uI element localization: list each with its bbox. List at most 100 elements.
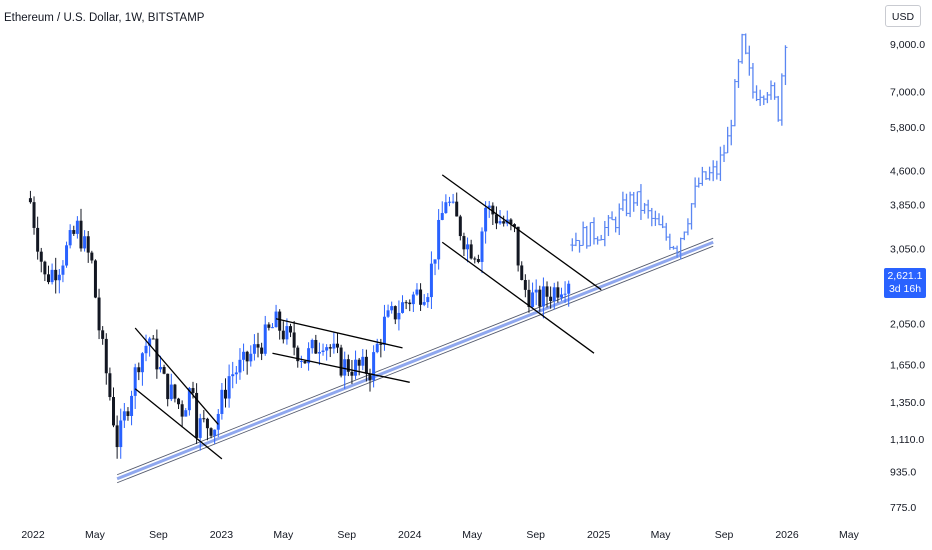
candle-body	[314, 339, 318, 354]
candle-body	[126, 411, 130, 416]
candle-body	[567, 283, 571, 294]
chart-title: Ethereum / U.S. Dollar, 1W, BITSTAMP	[4, 12, 205, 24]
candle-body	[393, 306, 397, 320]
channel-2024-top	[441, 174, 602, 291]
x-tick-label: 2024	[398, 529, 422, 541]
y-tick-label: 1,650.0	[890, 359, 925, 371]
candle-body	[162, 366, 166, 374]
candle-body	[90, 252, 94, 261]
support-channel-line	[116, 237, 714, 476]
candle-body	[415, 289, 419, 295]
x-axis: 2022 May Sep 2023 May Sep 2024 May Sep 2025 May Sep…	[21, 529, 859, 541]
flag-2023-bottom	[272, 352, 410, 383]
candle-body	[187, 388, 191, 411]
candle-body	[270, 327, 274, 329]
currency-button[interactable]: USD	[885, 5, 921, 27]
falling-wedge-2022-top	[134, 327, 219, 425]
candle-body	[440, 213, 444, 220]
candle-body	[227, 376, 231, 399]
candle-body	[541, 286, 545, 307]
candle-body	[260, 347, 264, 354]
bar-countdown: 3d 16h	[888, 282, 922, 295]
candle-body	[357, 359, 361, 366]
candle-body	[202, 418, 206, 420]
candle-body	[140, 353, 144, 373]
x-tick-label: Sep	[337, 529, 356, 541]
candle-body	[494, 214, 498, 224]
candle-body	[130, 395, 134, 416]
candle-body	[335, 343, 339, 348]
candle-body	[527, 289, 531, 307]
candle-body	[177, 398, 181, 405]
candle-body	[263, 324, 267, 354]
candle-body	[104, 338, 108, 374]
candle-body	[491, 205, 495, 215]
candle-body	[299, 360, 303, 362]
candle-body	[191, 388, 195, 393]
candle-body	[169, 384, 173, 400]
candle-body	[462, 236, 466, 250]
candle-body	[220, 389, 224, 414]
trendlines-group	[134, 174, 602, 460]
y-tick-label: 1,110.0	[890, 434, 924, 446]
candle-body	[317, 351, 321, 354]
candle-body	[368, 373, 372, 381]
y-tick-label: 2,050.0	[890, 318, 925, 330]
x-tick-label: May	[462, 529, 483, 541]
candle-body	[458, 216, 462, 237]
candle-body	[379, 343, 383, 345]
candle-body	[119, 420, 123, 448]
candle-body	[513, 224, 517, 227]
x-tick-label: 2022	[21, 529, 45, 541]
x-tick-label: May	[651, 529, 672, 541]
candle-body	[534, 289, 538, 293]
candle-body	[43, 261, 47, 275]
candle-body	[256, 344, 260, 348]
candle-body	[484, 207, 488, 232]
x-tick-label: Sep	[526, 529, 545, 541]
candle-body	[252, 344, 256, 354]
candle-body	[310, 339, 314, 349]
candle-body	[509, 219, 513, 225]
support-channel-line	[116, 240, 714, 481]
candle-body	[166, 373, 170, 400]
candle-body	[61, 265, 65, 275]
y-tick-label: 3,850.0	[890, 199, 925, 211]
candle-body	[444, 202, 448, 214]
y-tick-label: 4,600.0	[890, 166, 925, 178]
candle-body	[487, 205, 491, 208]
y-tick-label: 935.0	[890, 467, 916, 479]
candle-body	[451, 201, 455, 203]
candle-body	[46, 274, 50, 283]
candle-body	[195, 392, 199, 438]
y-tick-label: 1,350.0	[890, 397, 925, 409]
candle-body	[39, 251, 43, 262]
projection-group	[570, 33, 788, 260]
candle-body	[198, 418, 202, 438]
candle-body	[205, 418, 209, 429]
candle-body	[372, 352, 376, 381]
candle-body	[238, 359, 242, 373]
support-channel-line	[116, 245, 714, 484]
candle-body	[339, 347, 343, 376]
candle-body	[480, 231, 484, 262]
x-tick-label: Sep	[715, 529, 734, 541]
candle-body	[476, 259, 480, 262]
candle-body	[151, 338, 155, 340]
candle-body	[234, 372, 238, 375]
y-tick-label: 9,000.0	[890, 39, 925, 51]
candle-body	[54, 269, 58, 281]
candle-body	[158, 366, 162, 370]
candle-body	[401, 302, 405, 313]
candle-body	[231, 374, 235, 377]
candle-body	[281, 330, 285, 340]
candle-body	[552, 287, 556, 301]
candle-body	[343, 359, 347, 376]
candle-body	[242, 351, 246, 360]
candle-body	[386, 310, 390, 317]
candle-body	[437, 219, 441, 260]
candle-body	[556, 287, 560, 298]
candle-body	[466, 244, 470, 250]
candle-body	[375, 343, 379, 353]
